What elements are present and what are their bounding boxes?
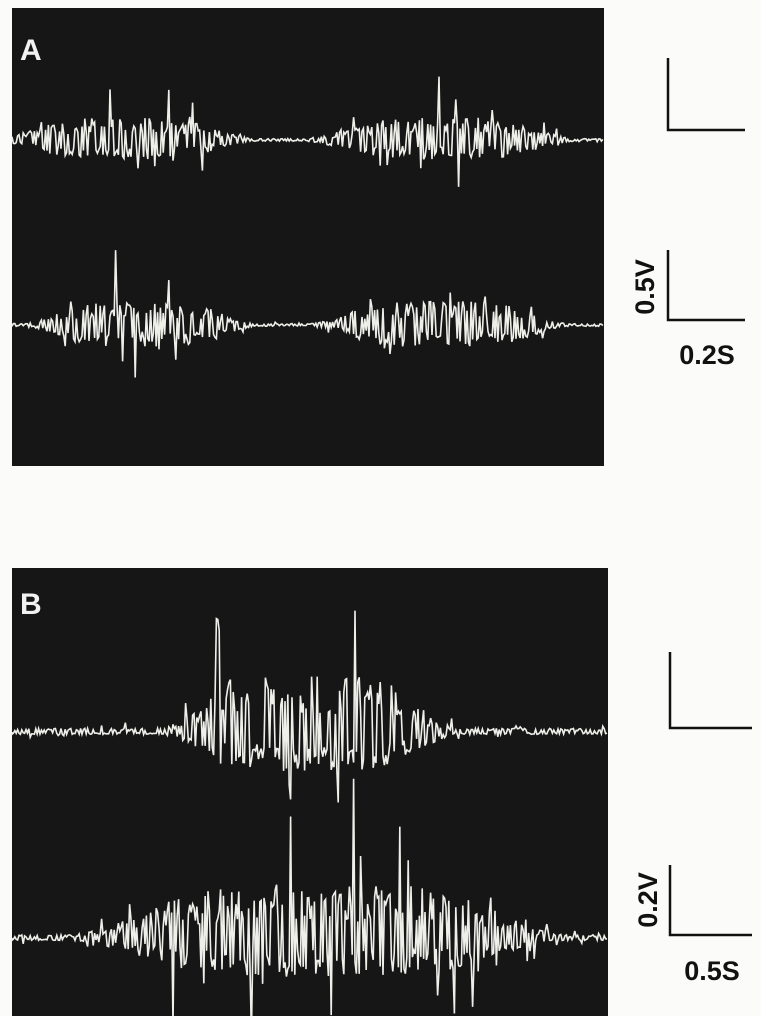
figure: A B 0.5V 0.2S 0.2V 0.5S	[0, 0, 761, 1016]
scale-bar	[670, 652, 752, 728]
scale-bar	[668, 250, 745, 320]
panel-a-screen	[12, 8, 604, 466]
voltage-label: 0.5V	[630, 259, 660, 315]
time-label: 0.5S	[684, 956, 740, 986]
scale-bar	[668, 58, 745, 130]
time-label: 0.2S	[679, 340, 735, 370]
scale-bar	[670, 865, 752, 935]
panel-label: A	[20, 34, 42, 67]
panel-label: B	[20, 588, 42, 621]
panel-b-screen	[12, 568, 608, 1016]
voltage-label: 0.2V	[633, 872, 663, 928]
page: A B 0.5V 0.2S 0.2V 0.5S (() => { const d…	[0, 0, 761, 1016]
